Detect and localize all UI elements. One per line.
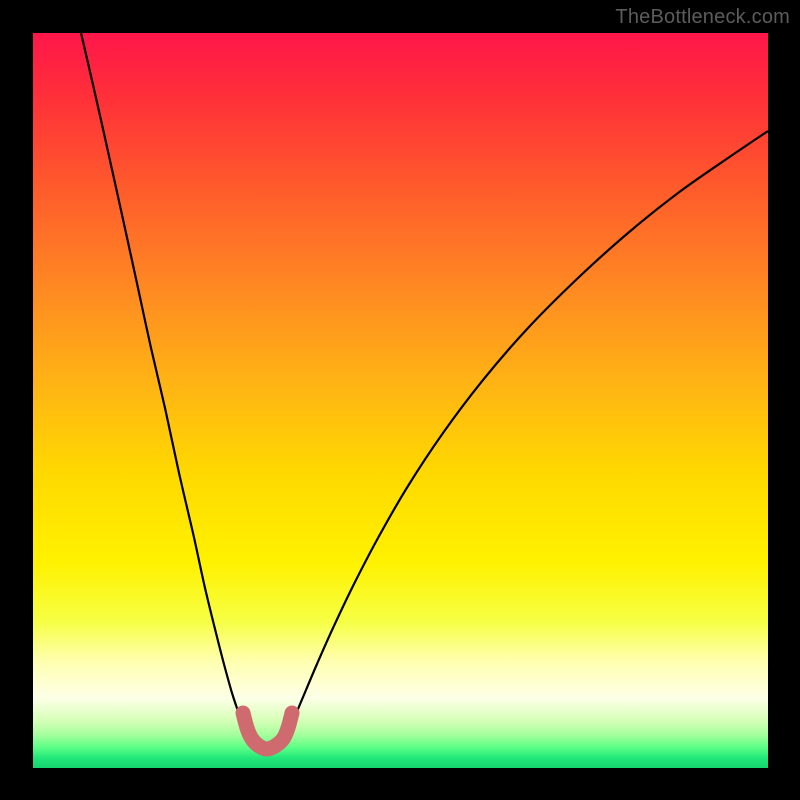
valley-marker (243, 713, 292, 749)
watermark-text: TheBottleneck.com (615, 6, 790, 29)
curve-overlay (33, 33, 768, 768)
bottleneck-curve-right (290, 131, 768, 727)
plot-area (33, 33, 768, 768)
bottleneck-curve-left (81, 33, 245, 727)
